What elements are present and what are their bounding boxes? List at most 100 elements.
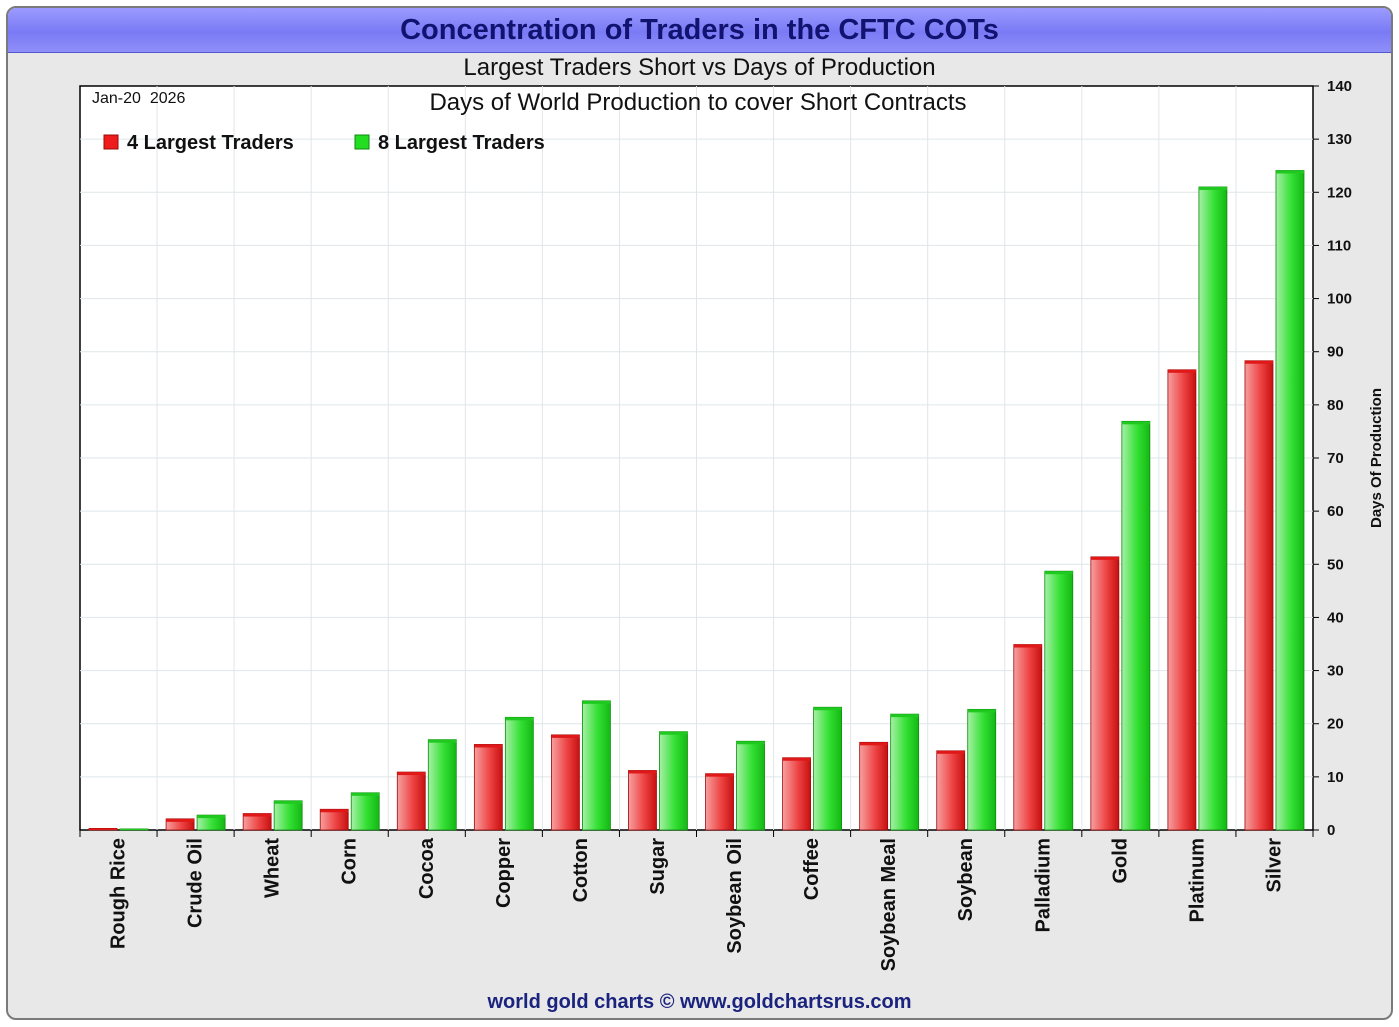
- bar-cap: [859, 742, 888, 746]
- bars: [88, 170, 1305, 831]
- x-category-label: Platinum: [1186, 838, 1208, 922]
- legend: 4 Largest Traders 8 Largest Traders: [103, 132, 545, 154]
- bar-four-largest: [859, 741, 889, 831]
- y-tick-label: 30: [1327, 663, 1344, 680]
- y-tick-label: 100: [1327, 291, 1352, 308]
- y-tick-label: 130: [1327, 131, 1352, 148]
- bar-cap: [1044, 571, 1073, 575]
- y-tick-label: 110: [1327, 237, 1351, 254]
- x-category-label: Soybean Meal: [878, 838, 900, 971]
- bar-cap: [505, 717, 534, 721]
- bar-four-largest: [551, 734, 580, 831]
- bar-eight-largest: [890, 713, 920, 831]
- bar-cap: [243, 813, 272, 817]
- bar-cap: [967, 709, 996, 713]
- bar-cap: [813, 707, 842, 711]
- x-category-label: Soybean Oil: [724, 838, 746, 954]
- x-category-label: Wheat: [262, 838, 284, 898]
- y-tick-label: 140: [1327, 78, 1352, 95]
- x-category-label: Gold: [1109, 838, 1131, 884]
- bar-cap: [428, 739, 457, 743]
- bar-eight-largest: [659, 731, 688, 831]
- bar-cap: [782, 757, 811, 761]
- date-label: Jan-20 2026: [92, 90, 186, 107]
- bar-cap: [705, 773, 734, 777]
- bar-eight-largest: [427, 739, 457, 831]
- x-category-label: Rough Rice: [108, 838, 130, 949]
- bar-cap: [1013, 644, 1042, 648]
- bar-cap: [351, 792, 380, 796]
- bar-cap: [197, 815, 226, 819]
- bar-eight-largest: [1198, 186, 1228, 831]
- y-tick-label: 120: [1327, 184, 1352, 201]
- y-tick-label: 90: [1327, 344, 1344, 361]
- y-tick-label: 0: [1327, 822, 1335, 839]
- x-category-label: Copper: [493, 838, 515, 908]
- bar-cap: [1167, 369, 1196, 373]
- bar-eight-largest: [350, 792, 380, 831]
- x-category-label: Sugar: [647, 838, 669, 895]
- bar-eight-largest: [967, 708, 997, 831]
- plot-title: Days of World Production to cover Short …: [429, 89, 966, 116]
- x-category-label: Crude Oil: [185, 838, 207, 928]
- bar-cap: [736, 741, 765, 745]
- bar-cap: [89, 828, 118, 830]
- y-tick-label: 60: [1327, 503, 1344, 520]
- bar-cap: [936, 750, 965, 754]
- bar-eight-largest: [813, 706, 842, 831]
- legend-swatch: [354, 134, 370, 150]
- y-tick-label: 70: [1327, 450, 1344, 467]
- bar-four-largest: [396, 771, 426, 831]
- bar-cap: [551, 734, 580, 738]
- x-category-label: Cocoa: [416, 837, 438, 899]
- title-bar: Concentration of Traders in the CFTC COT…: [8, 8, 1391, 53]
- bar-four-largest: [705, 773, 734, 831]
- bar-four-largest: [1013, 644, 1043, 831]
- chart-subtitle: Largest Traders Short vs Days of Product…: [463, 54, 936, 81]
- y-axis-label: Days Of Production: [1368, 388, 1385, 528]
- y-tick-label: 80: [1327, 397, 1344, 414]
- bar-cap: [1121, 421, 1150, 425]
- footer-credit: world gold charts © www.goldchartsrus.co…: [487, 991, 912, 1013]
- bar-four-largest: [473, 744, 503, 831]
- y-tick-label: 20: [1327, 716, 1344, 733]
- bar-cap: [320, 809, 349, 813]
- bar-cap: [582, 700, 611, 704]
- bar-four-largest: [782, 757, 811, 831]
- bar-eight-largest: [504, 716, 534, 831]
- bar-cap: [1198, 186, 1227, 190]
- bar-eight-largest: [582, 700, 611, 831]
- bar-cap: [474, 744, 503, 748]
- y-tick-label: 50: [1327, 556, 1344, 573]
- bar-cap: [890, 714, 919, 718]
- bar-eight-largest: [273, 800, 303, 831]
- chart-title: Concentration of Traders in the CFTC COT…: [400, 13, 999, 46]
- bar-four-largest: [936, 750, 966, 831]
- bar-four-largest: [1167, 369, 1197, 831]
- bar-four-largest: [628, 770, 657, 831]
- legend-swatch: [103, 134, 119, 150]
- x-category-label: Cotton: [570, 838, 592, 902]
- x-category-label: Coffee: [801, 838, 823, 900]
- bar-cap: [628, 770, 657, 774]
- bar-cap: [1244, 360, 1273, 364]
- bar-four-largest: [319, 808, 349, 831]
- bar-cap: [166, 818, 195, 822]
- bar-four-largest: [1244, 360, 1274, 831]
- bar-cap: [274, 800, 303, 804]
- bar-eight-largest: [1121, 420, 1151, 831]
- bar-eight-largest: [736, 740, 765, 831]
- axes: 0 10 20 30 40 50 60 70 80 90 100 110 120 130 140 Rough …: [79, 78, 1352, 971]
- y-tick-label: 40: [1327, 609, 1344, 626]
- legend-label: 4 Largest Traders: [127, 132, 294, 154]
- x-category-label: Soybean: [955, 838, 977, 921]
- bar-cap: [120, 828, 149, 830]
- bar-eight-largest: [1044, 570, 1074, 831]
- x-category-label: Silver: [1263, 838, 1285, 893]
- y-tick-label: 10: [1327, 769, 1344, 786]
- bar-cap: [1090, 556, 1119, 560]
- bar-cap: [659, 731, 688, 735]
- legend-label: 8 Largest Traders: [378, 132, 545, 154]
- x-category-label: Corn: [339, 838, 361, 885]
